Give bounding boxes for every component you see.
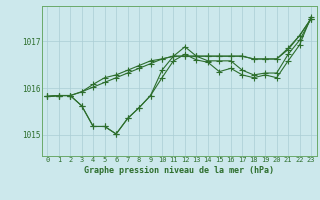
X-axis label: Graphe pression niveau de la mer (hPa): Graphe pression niveau de la mer (hPa) xyxy=(84,166,274,175)
